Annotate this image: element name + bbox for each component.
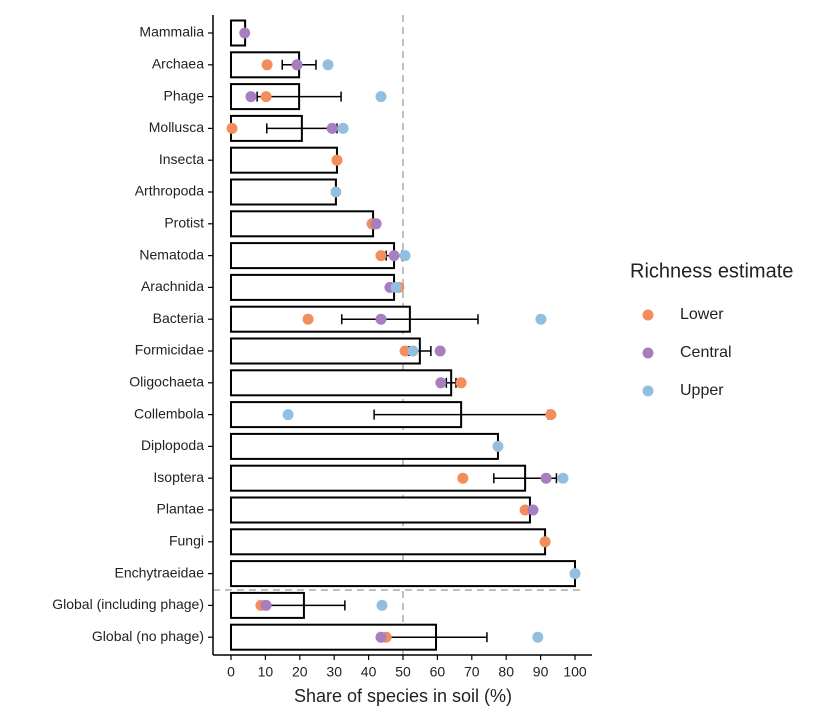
y-tick-label: Archaea (152, 56, 204, 72)
point (540, 472, 552, 484)
legend-marker (642, 385, 654, 397)
bar (230, 178, 337, 206)
bar (230, 210, 375, 238)
x-tick-label: 40 (361, 664, 377, 680)
y-tick-label: Isoptera (153, 469, 204, 485)
y-tick-label: Mammalia (139, 24, 204, 40)
point (532, 631, 544, 643)
point (388, 250, 400, 262)
point (539, 536, 551, 548)
legend-label: Central (680, 344, 732, 361)
point (291, 59, 303, 71)
point (239, 27, 251, 39)
point (370, 218, 382, 230)
y-tick-label: Mollusca (149, 119, 204, 135)
y-tick-label: Nematoda (139, 246, 204, 262)
point (302, 313, 314, 325)
point (535, 313, 547, 325)
y-tick-label: Formicidae (135, 342, 204, 358)
point (435, 377, 447, 389)
point (375, 250, 387, 262)
x-axis-label: Share of species in soil (%) (294, 686, 512, 706)
point (245, 91, 257, 103)
x-tick-label: 10 (258, 664, 274, 680)
point (399, 345, 411, 357)
point (455, 377, 467, 389)
point (337, 122, 349, 134)
y-tick-label: Global (no phage) (92, 628, 204, 644)
bar (230, 432, 499, 460)
point (260, 91, 272, 103)
bar (230, 560, 576, 588)
point (261, 59, 273, 71)
x-tick-label: 80 (498, 664, 514, 680)
x-tick-label: 90 (533, 664, 549, 680)
x-tick-label: 0 (227, 664, 235, 680)
y-tick-label: Bacteria (153, 310, 205, 326)
point (492, 440, 504, 452)
legend-title: Richness estimate (630, 260, 793, 282)
bar (230, 337, 421, 365)
y-tick-label: Global (including phage) (52, 596, 204, 612)
y-tick-label: Diplopoda (141, 437, 204, 453)
point (434, 345, 446, 357)
point (390, 281, 402, 293)
point (326, 122, 338, 134)
point (331, 154, 343, 166)
y-tick-label: Insecta (159, 151, 204, 167)
point (375, 91, 387, 103)
point (557, 472, 569, 484)
point (569, 568, 581, 580)
y-tick-label: Oligochaeta (129, 374, 204, 390)
x-tick-label: 20 (292, 664, 308, 680)
x-tick-label: 60 (430, 664, 446, 680)
bar (230, 242, 396, 270)
legend-marker (642, 309, 654, 321)
point (330, 186, 342, 198)
bar (230, 528, 547, 556)
point (375, 631, 387, 643)
x-tick-label: 100 (563, 664, 587, 680)
y-tick-label: Collembola (134, 405, 204, 421)
point (399, 250, 411, 262)
point (376, 599, 388, 611)
point (226, 122, 238, 134)
point (375, 313, 387, 325)
point (407, 345, 419, 357)
x-tick-label: 50 (395, 664, 411, 680)
point (527, 504, 539, 516)
point (519, 504, 531, 516)
y-tick-label: Protist (164, 215, 204, 231)
legend-label: Upper (680, 382, 724, 399)
bar (230, 464, 527, 492)
legend-marker (642, 347, 654, 359)
point (545, 409, 557, 421)
bar (230, 146, 338, 174)
x-tick-label: 70 (464, 664, 480, 680)
x-tick-label: 30 (326, 664, 342, 680)
point (282, 409, 294, 421)
bar (230, 273, 396, 301)
point (457, 472, 469, 484)
point (322, 59, 334, 71)
point (260, 599, 272, 611)
y-tick-label: Phage (164, 87, 205, 103)
y-tick-label: Enchytraeidae (114, 564, 204, 580)
legend-label: Lower (680, 306, 724, 323)
y-tick-label: Fungi (169, 533, 204, 549)
bar (230, 496, 531, 524)
bar (230, 369, 453, 397)
y-tick-label: Arthropoda (135, 183, 204, 199)
y-tick-label: Arachnida (141, 278, 204, 294)
y-tick-label: Plantae (157, 501, 205, 517)
